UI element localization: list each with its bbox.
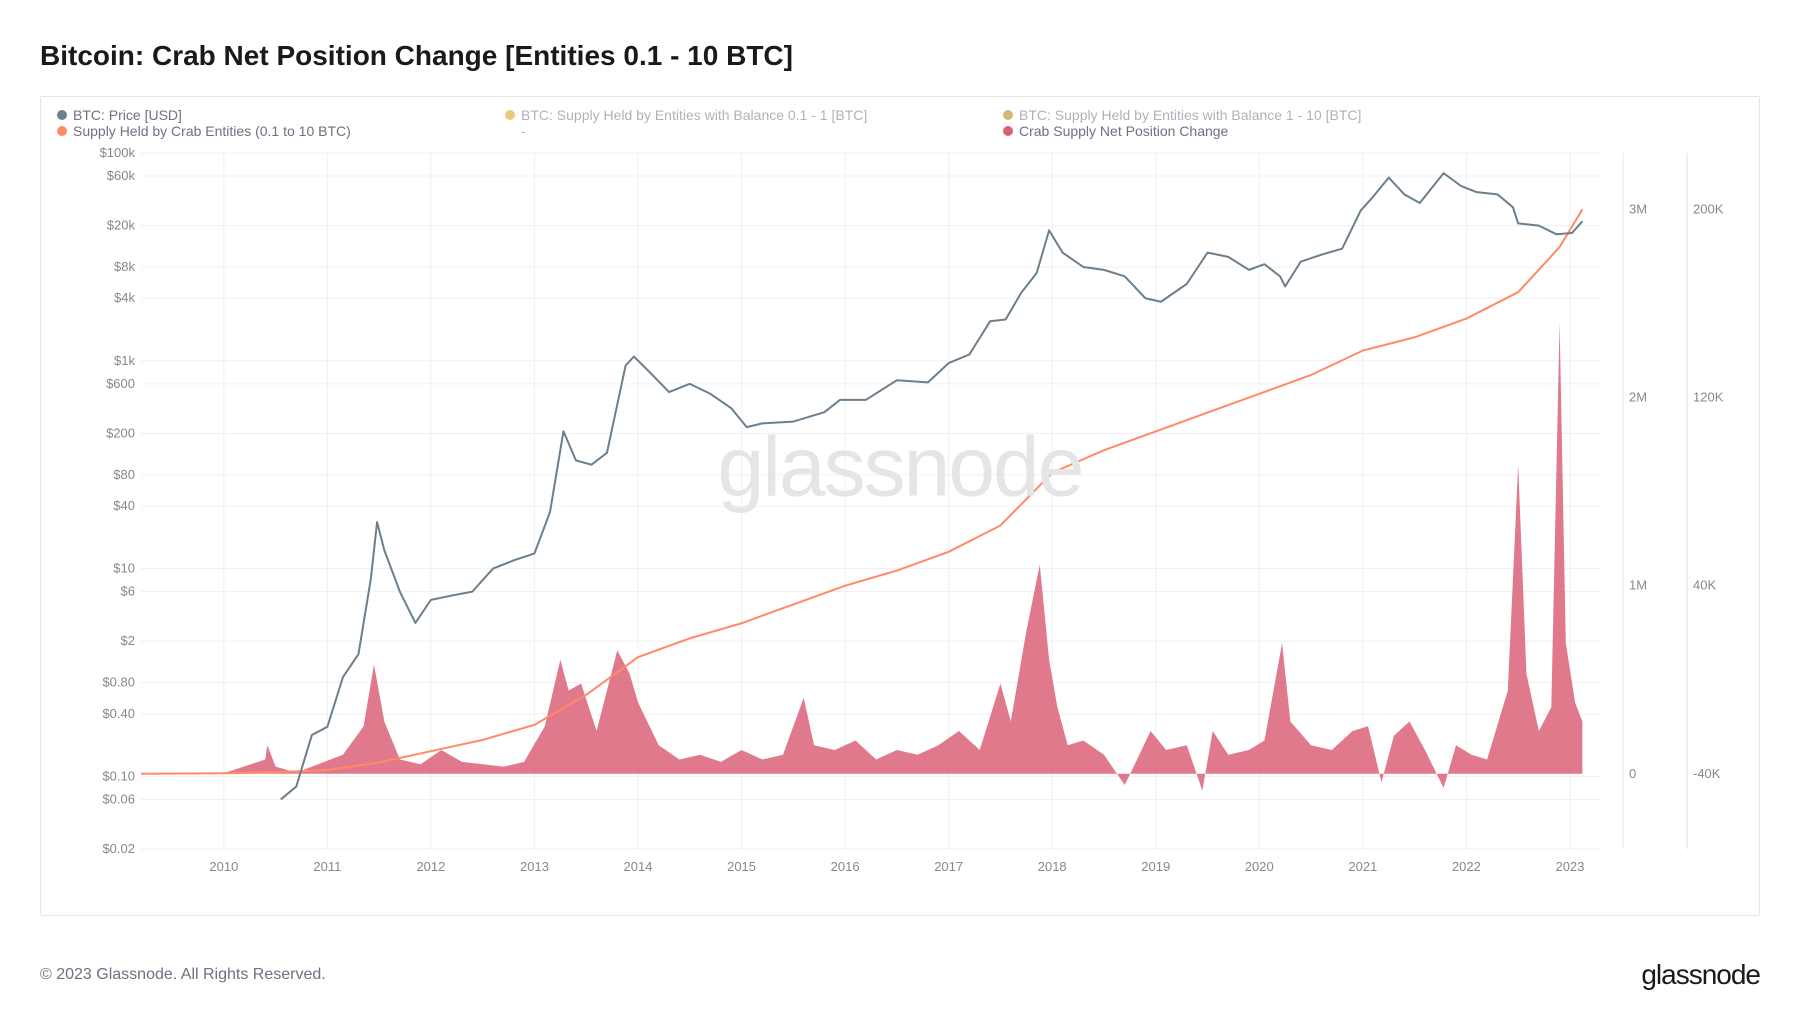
svg-text:2011: 2011 <box>313 859 341 874</box>
legend-label: BTC: Supply Held by Entities with Balanc… <box>521 107 867 123</box>
svg-text:$8k: $8k <box>114 259 135 274</box>
svg-text:3M: 3M <box>1629 201 1647 216</box>
legend-label: - <box>521 123 526 139</box>
svg-text:2021: 2021 <box>1348 859 1377 874</box>
svg-text:2013: 2013 <box>520 859 549 874</box>
chart-page: Bitcoin: Crab Net Position Change [Entit… <box>0 0 1800 1013</box>
svg-text:$0.40: $0.40 <box>102 706 135 721</box>
svg-text:2020: 2020 <box>1245 859 1274 874</box>
netpos-area <box>141 322 1582 790</box>
svg-text:2018: 2018 <box>1038 859 1067 874</box>
svg-text:40K: 40K <box>1693 578 1716 593</box>
supply-line <box>141 209 1582 773</box>
svg-text:$100k: $100k <box>100 147 136 160</box>
svg-text:2014: 2014 <box>624 859 653 874</box>
svg-text:$60k: $60k <box>107 168 136 183</box>
legend-label: BTC: Supply Held by Entities with Balanc… <box>1019 107 1361 123</box>
svg-text:$0.02: $0.02 <box>102 841 135 856</box>
svg-text:2022: 2022 <box>1452 859 1481 874</box>
svg-text:2M: 2M <box>1629 390 1647 405</box>
svg-text:$0.80: $0.80 <box>102 675 135 690</box>
legend: BTC: Price [USD] BTC: Supply Held by Enti… <box>41 97 1759 139</box>
svg-text:$200: $200 <box>106 425 135 440</box>
legend-swatch <box>57 126 67 136</box>
svg-text:$20k: $20k <box>107 218 136 233</box>
legend-label: Crab Supply Net Position Change <box>1019 123 1228 139</box>
chart-svg: $100k $60k $20k $8k $4k $1k $600 $200 $80 $40 $10 $… <box>61 147 1741 877</box>
svg-text:120K: 120K <box>1693 390 1724 405</box>
svg-text:$0.10: $0.10 <box>102 768 135 783</box>
svg-text:2023: 2023 <box>1555 859 1584 874</box>
legend-item[interactable]: BTC: Supply Held by Entities with Balanc… <box>505 107 975 123</box>
legend-item[interactable]: BTC: Price [USD] <box>57 107 477 123</box>
svg-text:$4k: $4k <box>114 290 135 305</box>
legend-swatch <box>1003 126 1013 136</box>
legend-label: Supply Held by Crab Entities (0.1 to 10 … <box>73 123 351 139</box>
svg-text:$80: $80 <box>113 467 135 482</box>
svg-text:$600: $600 <box>106 376 135 391</box>
svg-text:2012: 2012 <box>416 859 445 874</box>
legend-item[interactable]: Supply Held by Crab Entities (0.1 to 10 … <box>57 123 477 139</box>
footer: © 2023 Glassnode. All Rights Reserved. g… <box>40 959 1760 991</box>
svg-text:200K: 200K <box>1693 201 1724 216</box>
svg-text:0: 0 <box>1629 766 1636 781</box>
legend-swatch <box>1003 110 1013 120</box>
legend-item[interactable]: BTC: Supply Held by Entities with Balanc… <box>1003 107 1473 123</box>
legend-item[interactable]: - <box>505 123 975 139</box>
legend-swatch <box>57 110 67 120</box>
svg-text:$40: $40 <box>113 498 135 513</box>
svg-text:2015: 2015 <box>727 859 756 874</box>
chart-title: Bitcoin: Crab Net Position Change [Entit… <box>40 40 1760 72</box>
svg-text:$2: $2 <box>121 633 135 648</box>
chart-frame: BTC: Price [USD] BTC: Supply Held by Enti… <box>40 96 1760 916</box>
svg-text:2017: 2017 <box>934 859 963 874</box>
legend-item[interactable]: Crab Supply Net Position Change <box>1003 123 1473 139</box>
svg-text:2019: 2019 <box>1141 859 1170 874</box>
svg-text:-40K: -40K <box>1693 766 1721 781</box>
plot-area: glassnode $100k$60k$20k$8k$4k$1k$600$200… <box>61 147 1739 875</box>
svg-text:2010: 2010 <box>209 859 238 874</box>
svg-text:2016: 2016 <box>831 859 860 874</box>
legend-swatch <box>505 110 515 120</box>
svg-text:$0.06: $0.06 <box>102 791 135 806</box>
brand-logo: glassnode <box>1641 959 1760 991</box>
legend-label: BTC: Price [USD] <box>73 107 182 123</box>
svg-text:$1k: $1k <box>114 353 135 368</box>
svg-text:$10: $10 <box>113 561 135 576</box>
svg-text:1M: 1M <box>1629 578 1647 593</box>
svg-text:$6: $6 <box>121 584 135 599</box>
copyright-text: © 2023 Glassnode. All Rights Reserved. <box>40 966 326 984</box>
